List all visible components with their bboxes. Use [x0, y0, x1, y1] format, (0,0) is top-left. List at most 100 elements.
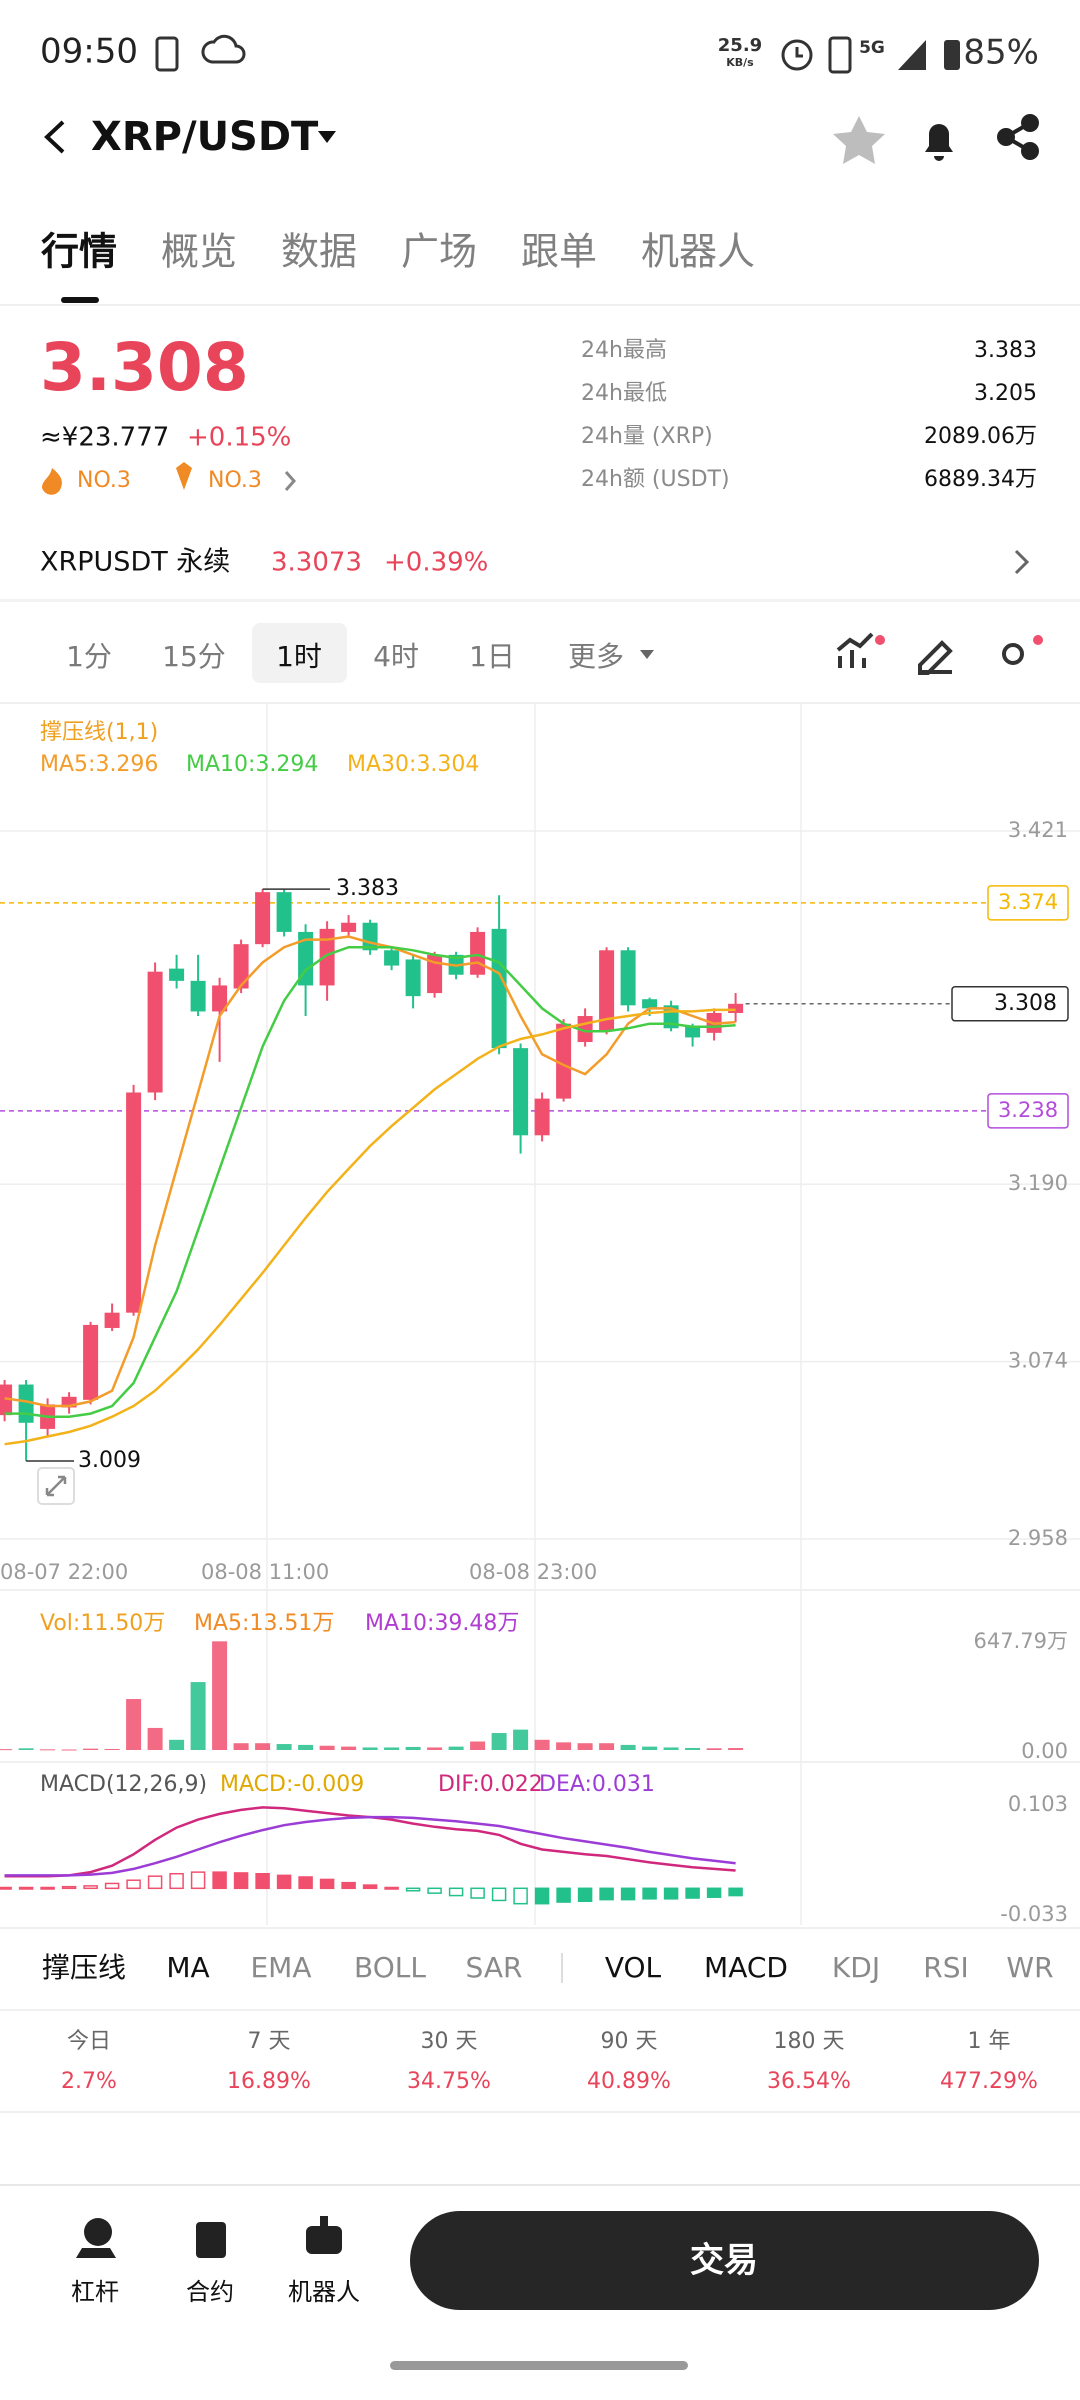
volume-bar: [212, 1641, 228, 1750]
macd-bar: [126, 1879, 141, 1890]
net-unit: KB/s: [726, 56, 754, 69]
interval[interactable]: 1分: [66, 640, 112, 673]
level-box: [987, 1093, 1069, 1129]
stat-value: 2089.06万: [924, 424, 1037, 449]
candle-body: [255, 892, 271, 945]
volume-bar: [362, 1747, 378, 1750]
tab[interactable]: 机器人: [641, 230, 755, 274]
trade-button-label[interactable]: 交易: [690, 2241, 758, 2281]
status-time: 09:50: [40, 32, 138, 72]
signal-icon: [898, 40, 926, 70]
perp-name[interactable]: XRPUSDT 永续: [40, 547, 230, 578]
home-indicator: [390, 2361, 688, 2370]
performance-value: 477.29%: [940, 2069, 1038, 2094]
performance-label: 7 天: [248, 2029, 291, 2054]
candle-body: [405, 959, 421, 997]
volume-bar: [470, 1741, 486, 1750]
macd-bar: [104, 1882, 120, 1890]
draw-tool[interactable]: [918, 640, 953, 675]
indicator-option[interactable]: BOLL: [354, 1951, 426, 1984]
macd-bar: [663, 1887, 679, 1900]
tab[interactable]: 跟单: [521, 230, 597, 274]
indicator-option[interactable]: WR: [1006, 1951, 1053, 1984]
interval[interactable]: 1日: [469, 640, 515, 673]
macd-bar: [728, 1887, 743, 1897]
stat-value: 3.205: [974, 381, 1037, 406]
macd-bar: [556, 1887, 571, 1903]
badge: [875, 635, 885, 645]
macd-bar: [685, 1887, 700, 1899]
candle-body: [190, 980, 206, 1012]
candle-body: [427, 954, 443, 994]
performance-value: 36.54%: [767, 2069, 851, 2094]
x-tick-label: 08-08 11:00: [201, 1560, 329, 1584]
rank-more[interactable]: [284, 471, 297, 491]
share-button[interactable]: [997, 114, 1039, 160]
cny-price: ≈¥23.777: [40, 423, 169, 453]
indicator-option[interactable]: SAR: [466, 1951, 523, 1984]
tab[interactable]: 概览: [161, 230, 237, 274]
candle-body: [104, 1312, 120, 1328]
alert-button[interactable]: [925, 124, 953, 161]
stat-label: 24h量 (XRP): [581, 424, 713, 449]
performance-label: 30 天: [421, 2029, 478, 2054]
pair-dropdown[interactable]: [318, 131, 336, 143]
pair-title[interactable]: XRP/USDT: [91, 114, 319, 160]
level-label: 3.374: [998, 890, 1058, 914]
macd-bar: [534, 1887, 550, 1905]
macd-bar: [427, 1887, 442, 1894]
volume-bar: [491, 1733, 507, 1750]
candle-body: [298, 931, 314, 986]
macd-bar: [470, 1887, 485, 1899]
perp-arrow[interactable]: [1014, 549, 1030, 575]
indicator-option[interactable]: RSI: [923, 1951, 969, 1984]
macd-bar: [577, 1887, 593, 1903]
indicator-option[interactable]: KDJ: [832, 1951, 880, 1984]
nav-label[interactable]: 合约: [186, 2278, 234, 2306]
divider: [0, 599, 1080, 602]
volume-bar: [18, 1748, 34, 1750]
nav-label[interactable]: 机器人: [288, 2278, 360, 2306]
volume-bar: [534, 1739, 550, 1750]
leverage-icon[interactable]: [84, 2218, 112, 2246]
volume-bar: [126, 1699, 142, 1750]
tab[interactable]: 数据: [281, 230, 357, 274]
macd-bar: [61, 1885, 77, 1890]
tab[interactable]: 广场: [401, 230, 477, 274]
tab[interactable]: 行情: [41, 230, 117, 274]
settings-tool[interactable]: [1002, 643, 1024, 665]
candle-body: [147, 971, 163, 1093]
indicator-option[interactable]: MACD: [704, 1951, 788, 1984]
candle-body: [642, 999, 658, 1009]
macd-bar: [18, 1886, 34, 1890]
interval[interactable]: 1时: [276, 640, 322, 673]
volume-bar: [577, 1743, 593, 1750]
y-tick-label: -0.033: [1000, 1902, 1068, 1926]
interval[interactable]: 15分: [162, 640, 226, 673]
macd-bar: [448, 1887, 464, 1897]
ma-line: [4, 1008, 736, 1446]
expand-icon: [45, 1475, 67, 1497]
indicator-option[interactable]: VOL: [605, 1951, 662, 1984]
more-dropdown[interactable]: [640, 650, 654, 659]
back-button[interactable]: [44, 120, 65, 154]
volume-bar: [147, 1727, 163, 1750]
contract-icon[interactable]: [196, 2222, 226, 2258]
indicator-option[interactable]: MA: [166, 1951, 209, 1984]
indicator-option[interactable]: 撑压线: [42, 1951, 126, 1984]
interval[interactable]: 更多: [568, 640, 624, 673]
volume-bar: [427, 1747, 443, 1750]
rank: NO.3: [208, 468, 262, 493]
candle-body: [0, 1384, 13, 1416]
x-tick-label: 08-08 23:00: [469, 1560, 597, 1584]
indicator-option[interactable]: EMA: [250, 1951, 311, 1984]
interval[interactable]: 4时: [373, 640, 419, 673]
indicator-tool[interactable]: [836, 632, 874, 668]
candle-body: [513, 1048, 529, 1136]
volume-bar: [319, 1745, 335, 1750]
bot-icon[interactable]: [306, 2226, 342, 2254]
macd-bar: [233, 1872, 249, 1890]
trade-button[interactable]: [410, 2211, 1039, 2310]
nav-label[interactable]: 杠杆: [71, 2278, 119, 2306]
favorite-button[interactable]: [833, 116, 885, 164]
